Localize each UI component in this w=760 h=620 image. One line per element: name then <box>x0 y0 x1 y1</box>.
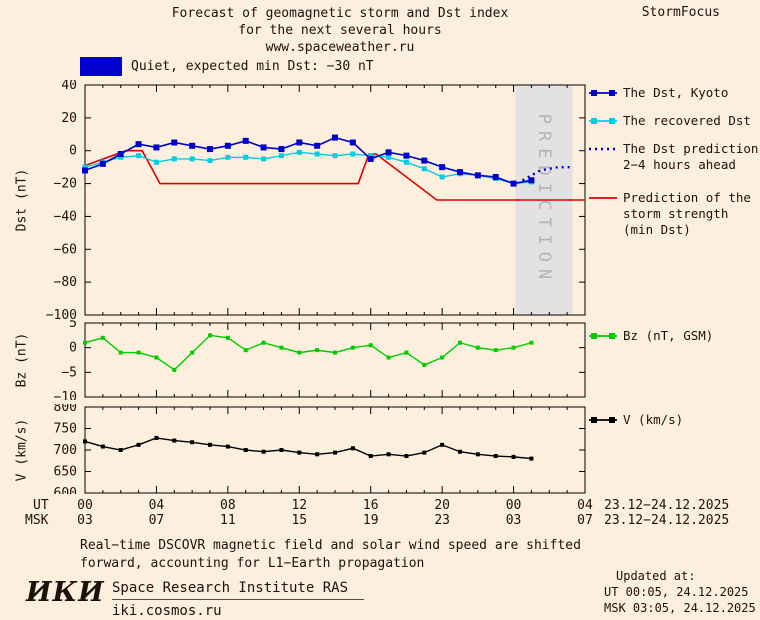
xtick-ut-1: 04 <box>148 498 165 513</box>
xtick-msk-5: 23 <box>434 513 450 528</box>
updated-ut: UT 00:05, 24.12.2025 <box>604 585 749 599</box>
svg-text:−5: −5 <box>61 365 77 380</box>
svg-text:600: 600 <box>54 486 77 494</box>
svg-text:−60: −60 <box>54 242 77 257</box>
brand-name: StormFocus <box>641 5 720 20</box>
xtick-msk-4: 19 <box>362 513 379 528</box>
xtick-ut-0: 00 <box>77 498 93 513</box>
legend-prediction-label-2: 2−4 hours ahead <box>623 157 736 172</box>
svg-text:800: 800 <box>54 404 77 415</box>
updated-block: Updated at: UT 00:05, 24.12.2025 MSK 03:… <box>604 568 756 616</box>
updated-label: Updated at: <box>616 569 696 583</box>
svg-text:−20: −20 <box>54 177 77 192</box>
footnote-line-2: forward, accounting for L1−Earth propaga… <box>80 555 425 571</box>
page-subtitle: for the next several hours <box>238 23 442 38</box>
updated-msk: MSK 03:05, 24.12.2025 <box>604 601 756 615</box>
legend-bz: Bz (nT, GSM) <box>588 328 713 344</box>
svg-text:−10: −10 <box>54 390 77 400</box>
ut-date-range: 23.12−24.12.2025 <box>604 498 730 513</box>
legend-bz-label: Bz (nT, GSM) <box>623 328 714 343</box>
footnote-line-1: Real−time DSCOVR magnetic field and sola… <box>80 538 581 553</box>
xtick-ut-6: 00 <box>505 498 522 513</box>
page-header: Forecast of geomagnetic storm and Dst in… <box>10 5 670 56</box>
svg-text:0: 0 <box>69 341 77 356</box>
xtick-ut-2: 08 <box>220 498 236 513</box>
xtick-ut-4: 16 <box>362 498 379 513</box>
xtick-msk-3: 15 <box>291 513 308 528</box>
legend-dst-prediction: The Dst prediction 2−4 hours ahead <box>588 141 758 173</box>
bz-swatch-icon <box>588 330 618 342</box>
legend-storm-label-3: (min Dst) <box>623 222 691 237</box>
ut-prefix: UT <box>33 498 49 513</box>
legend-recovered-dst: The recovered Dst <box>588 113 751 129</box>
institute-name: Space Research Institute RAS <box>112 580 349 596</box>
xtick-msk-2: 11 <box>220 513 236 528</box>
msk-date-range: 23.12−24.12.2025 <box>604 513 730 528</box>
storm-status-legend: Quiet, expected min Dst: −30 nT <box>80 57 374 76</box>
v-chart-panel: 800 750 700 650 600 <box>54 404 586 494</box>
status-swatch <box>80 57 122 76</box>
page-title: Forecast of geomagnetic storm and Dst in… <box>171 6 509 21</box>
legend-storm-label-2: storm strength <box>623 206 729 221</box>
svg-text:700: 700 <box>54 443 77 458</box>
xtick-msk-6: 03 <box>505 513 522 528</box>
site-url: www.spaceweather.ru <box>265 40 415 55</box>
v-axis-label: V (km/s) <box>14 418 30 482</box>
legend-v-label: V (km/s) <box>623 412 684 427</box>
svg-text:20: 20 <box>61 111 77 126</box>
legend-storm-prediction: Prediction of the storm strength (min Ds… <box>588 190 751 238</box>
svg-text:750: 750 <box>54 422 77 437</box>
msk-label-row: MSK 23.12−24.12.2025 03 07 11 15 19 23 03 07 <box>0 513 760 529</box>
svg-text:5: 5 <box>69 320 77 331</box>
status-text: Quiet, expected min Dst: −30 nT <box>131 59 374 74</box>
ut-label-row: UT 23.12−24.12.2025 00 04 08 12 16 20 00 04 <box>0 498 760 514</box>
footer-divider <box>112 599 364 600</box>
xtick-ut-5: 20 <box>434 498 450 513</box>
legend-recovered-label: The recovered Dst <box>623 113 751 128</box>
dst-prediction-swatch-icon <box>588 143 618 155</box>
svg-text:−100: −100 <box>46 308 77 320</box>
xtick-msk-7: 07 <box>577 513 593 528</box>
footnote: Real−time DSCOVR magnetic field and sola… <box>80 537 581 572</box>
storm-prediction-swatch-icon <box>588 192 618 204</box>
bz-chart-panel: 5 0 −5 −10 <box>54 320 586 400</box>
legend-dst-kyoto-label: The Dst, Kyoto <box>623 85 729 100</box>
xtick-msk-1: 07 <box>148 513 165 528</box>
svg-text:40: 40 <box>61 80 77 93</box>
iki-logo: ИКИ <box>26 577 105 608</box>
institute-url: iki.cosmos.ru <box>112 603 222 619</box>
svg-text:−40: −40 <box>54 209 77 224</box>
dst-axis-label: Dst (nT) <box>14 168 30 232</box>
msk-prefix: MSK <box>25 513 49 528</box>
v-swatch-icon <box>588 414 618 426</box>
dst-kyoto-swatch-icon <box>588 87 618 99</box>
svg-text:650: 650 <box>54 465 77 480</box>
xtick-ut-3: 12 <box>291 498 308 513</box>
svg-text:0: 0 <box>69 144 77 159</box>
legend-dst-kyoto: The Dst, Kyoto <box>588 85 728 101</box>
bz-axis-label: Bz (nT) <box>14 332 30 388</box>
xtick-msk-0: 03 <box>77 513 93 528</box>
recovered-dst-swatch-icon <box>588 115 618 127</box>
legend-v: V (km/s) <box>588 412 683 428</box>
legend-storm-label-1: Prediction of the <box>623 190 751 205</box>
xtick-ut-7: 04 <box>577 498 593 513</box>
svg-text:−80: −80 <box>54 275 77 290</box>
legend-prediction-label-1: The Dst prediction <box>623 141 759 156</box>
